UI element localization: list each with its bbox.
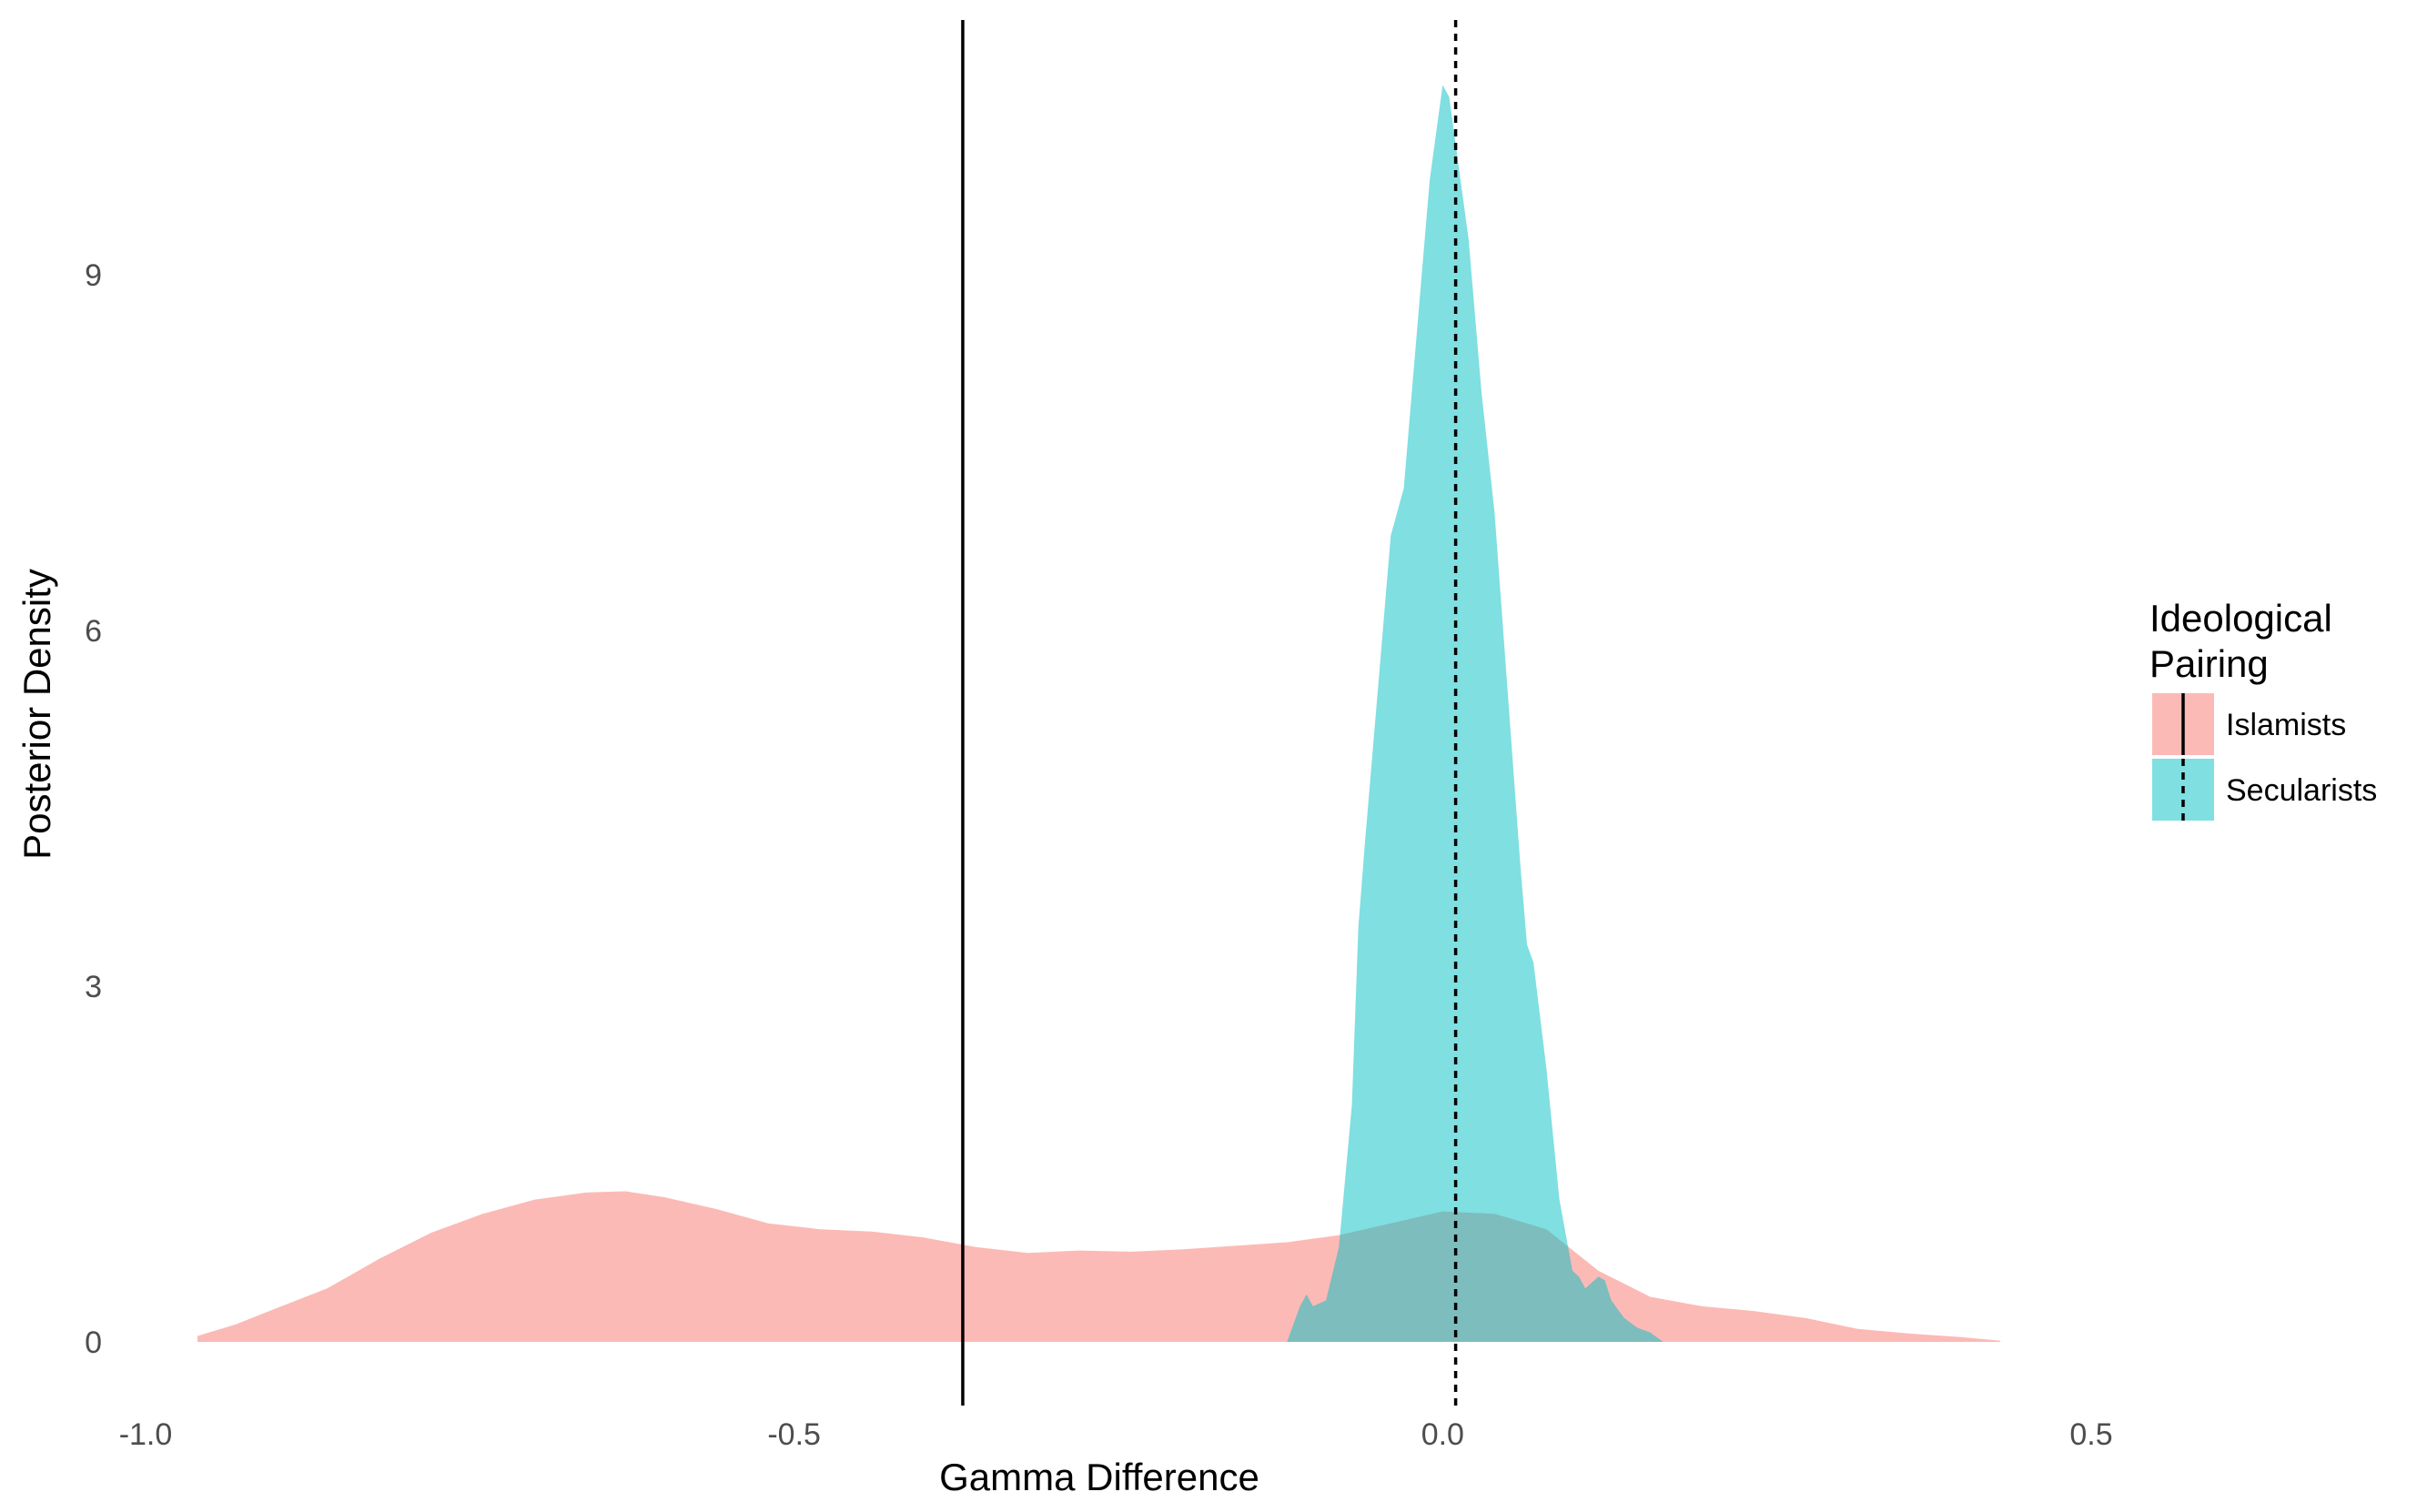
legend-label-secularists: Secularists [2226,773,2377,808]
y-tick-label: 9 [85,258,102,293]
density-area-secularists [1287,85,1664,1342]
legend-keys: Islamists Secularists [2152,693,2377,821]
y-tick-label: 3 [85,970,102,1004]
density-areas [197,85,2001,1342]
legend: Ideological Pairing Islamists Secularists [2149,597,2377,821]
density-area-islamists [197,1191,2001,1342]
reference-lines [961,20,1458,1406]
y-tick-label: 6 [85,614,102,649]
y-axis-tick-labels: 0 3 6 9 [85,258,102,1360]
x-axis-tick-labels: -1.0 -0.5 0.0 0.5 [119,1417,2113,1452]
legend-label-islamists: Islamists [2226,708,2346,742]
x-axis-title: Gamma Difference [939,1456,1259,1498]
x-tick-label: 0.5 [2069,1417,2112,1452]
x-tick-label: -0.5 [767,1417,821,1452]
x-tick-label: 0.0 [1421,1417,1464,1452]
legend-title-line-1: Ideological [2149,597,2332,640]
y-tick-label: 0 [85,1326,102,1360]
y-axis-title: Posterior Density [15,569,58,860]
legend-title-line-2: Pairing [2149,642,2269,685]
x-tick-label: -1.0 [119,1417,173,1452]
